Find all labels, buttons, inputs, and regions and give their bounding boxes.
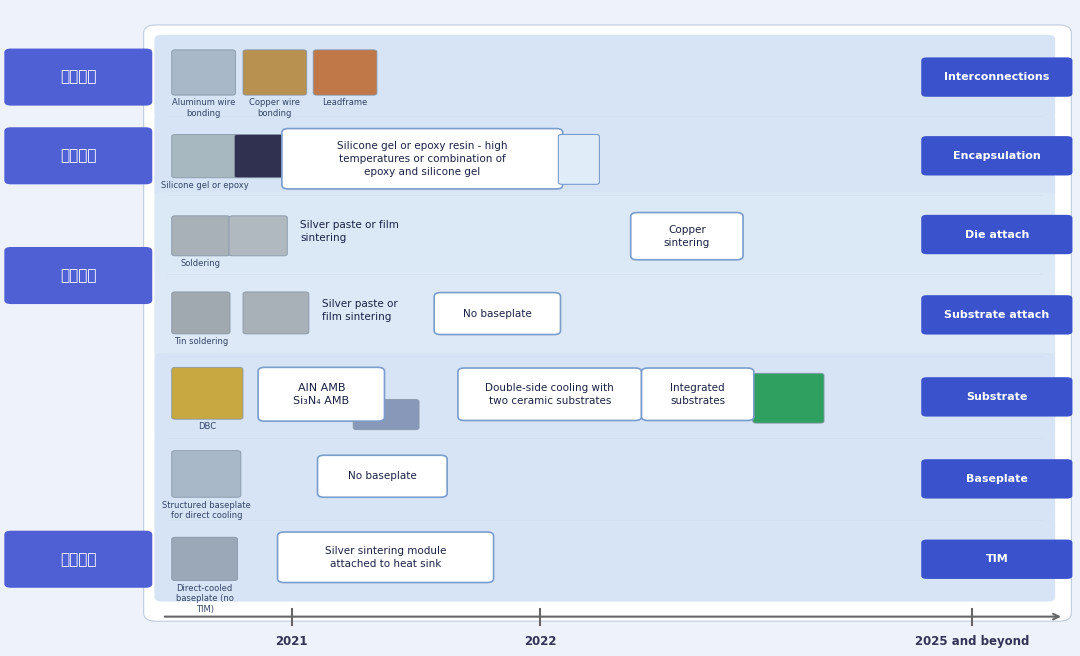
FancyBboxPatch shape bbox=[313, 50, 377, 95]
Text: 2021: 2021 bbox=[275, 635, 308, 648]
FancyBboxPatch shape bbox=[172, 134, 238, 178]
Text: Double-side cooling with
two ceramic substrates: Double-side cooling with two ceramic sub… bbox=[485, 382, 615, 406]
Text: 芚片连接: 芚片连接 bbox=[60, 268, 96, 283]
FancyBboxPatch shape bbox=[172, 292, 230, 334]
Text: Substrate attach: Substrate attach bbox=[944, 310, 1050, 320]
FancyBboxPatch shape bbox=[921, 215, 1072, 255]
Text: Integrated
substrates: Integrated substrates bbox=[670, 382, 726, 406]
FancyBboxPatch shape bbox=[154, 353, 1055, 441]
FancyBboxPatch shape bbox=[172, 537, 238, 581]
FancyBboxPatch shape bbox=[154, 517, 1055, 602]
FancyBboxPatch shape bbox=[144, 25, 1071, 621]
Text: Silver sintering module
attached to heat sink: Silver sintering module attached to heat… bbox=[325, 546, 446, 569]
FancyBboxPatch shape bbox=[229, 216, 287, 256]
Text: No baseplate: No baseplate bbox=[463, 308, 531, 319]
Text: Encapsulation: Encapsulation bbox=[953, 151, 1041, 161]
FancyBboxPatch shape bbox=[234, 134, 284, 178]
FancyBboxPatch shape bbox=[353, 400, 419, 430]
Text: Silver paste or
film sintering: Silver paste or film sintering bbox=[322, 298, 397, 322]
FancyBboxPatch shape bbox=[4, 247, 152, 304]
FancyBboxPatch shape bbox=[154, 271, 1055, 359]
FancyBboxPatch shape bbox=[318, 455, 447, 497]
FancyBboxPatch shape bbox=[154, 192, 1055, 277]
Text: Silicone gel or epoxy: Silicone gel or epoxy bbox=[161, 181, 248, 190]
Text: Structured baseplate
for direct cooling: Structured baseplate for direct cooling bbox=[162, 501, 251, 520]
FancyBboxPatch shape bbox=[278, 532, 494, 583]
Text: Copper
sintering: Copper sintering bbox=[664, 224, 710, 248]
FancyBboxPatch shape bbox=[4, 531, 152, 588]
FancyBboxPatch shape bbox=[172, 451, 241, 497]
Text: 2025 and beyond: 2025 and beyond bbox=[915, 635, 1029, 648]
Text: Leadframe: Leadframe bbox=[323, 98, 367, 108]
FancyBboxPatch shape bbox=[921, 295, 1072, 335]
FancyBboxPatch shape bbox=[282, 129, 563, 189]
Text: Baseplate: Baseplate bbox=[966, 474, 1028, 484]
Text: TIM: TIM bbox=[985, 554, 1009, 564]
FancyBboxPatch shape bbox=[154, 35, 1055, 119]
Text: Die attach: Die attach bbox=[964, 230, 1029, 239]
Text: 水冷结构: 水冷结构 bbox=[60, 552, 96, 567]
Text: Silicone gel or epoxy resin - high
temperatures or combination of
epoxy and sili: Silicone gel or epoxy resin - high tempe… bbox=[337, 140, 508, 177]
Text: 保护材料: 保护材料 bbox=[60, 148, 96, 163]
FancyBboxPatch shape bbox=[921, 136, 1072, 175]
Text: Aluminum wire
bonding: Aluminum wire bonding bbox=[172, 98, 235, 118]
FancyBboxPatch shape bbox=[434, 293, 561, 335]
Text: No baseplate: No baseplate bbox=[348, 471, 417, 482]
FancyBboxPatch shape bbox=[154, 435, 1055, 523]
FancyBboxPatch shape bbox=[458, 368, 642, 420]
FancyBboxPatch shape bbox=[258, 367, 384, 421]
Text: Tin soldering: Tin soldering bbox=[174, 337, 228, 346]
FancyBboxPatch shape bbox=[172, 367, 243, 419]
FancyBboxPatch shape bbox=[753, 373, 824, 423]
FancyBboxPatch shape bbox=[631, 213, 743, 260]
FancyBboxPatch shape bbox=[154, 113, 1055, 198]
FancyBboxPatch shape bbox=[172, 50, 235, 95]
Text: Interconnections: Interconnections bbox=[944, 72, 1050, 82]
FancyBboxPatch shape bbox=[243, 292, 309, 334]
FancyBboxPatch shape bbox=[4, 49, 152, 106]
FancyBboxPatch shape bbox=[243, 50, 307, 95]
Text: Direct-cooled
baseplate (no
TIM): Direct-cooled baseplate (no TIM) bbox=[176, 584, 233, 613]
FancyBboxPatch shape bbox=[921, 459, 1072, 499]
Text: Copper wire
bonding: Copper wire bonding bbox=[249, 98, 300, 118]
FancyBboxPatch shape bbox=[642, 368, 754, 420]
Text: Silver paste or film
sintering: Silver paste or film sintering bbox=[300, 220, 400, 243]
FancyBboxPatch shape bbox=[558, 134, 599, 184]
Text: 功率互联: 功率互联 bbox=[60, 70, 96, 85]
Text: Substrate: Substrate bbox=[967, 392, 1027, 402]
Text: 2022: 2022 bbox=[524, 635, 556, 648]
Text: Soldering: Soldering bbox=[180, 259, 221, 268]
Text: AlN AMB
Si₃N₄ AMB: AlN AMB Si₃N₄ AMB bbox=[294, 382, 349, 406]
FancyBboxPatch shape bbox=[921, 377, 1072, 417]
Text: DBC: DBC bbox=[199, 422, 216, 432]
FancyBboxPatch shape bbox=[172, 216, 230, 256]
FancyBboxPatch shape bbox=[4, 127, 152, 184]
FancyBboxPatch shape bbox=[921, 57, 1072, 97]
FancyBboxPatch shape bbox=[921, 539, 1072, 579]
